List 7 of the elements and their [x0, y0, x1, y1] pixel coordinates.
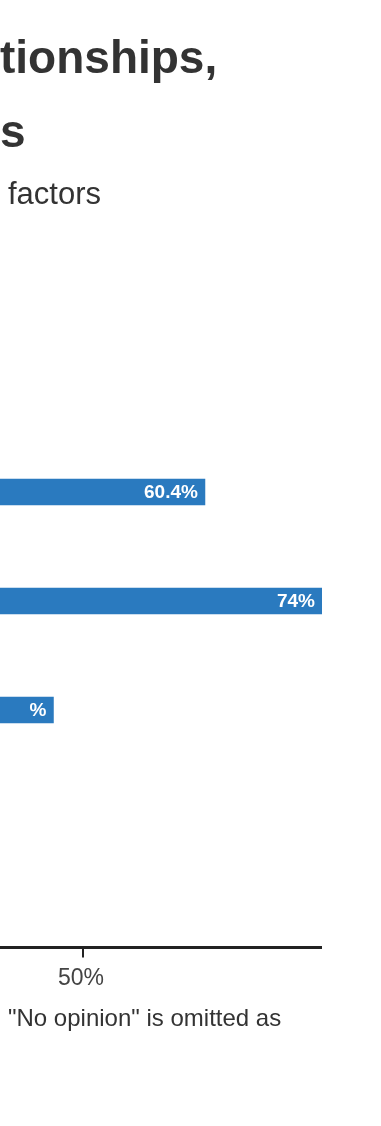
text: "No opinion" is omitted as — [8, 1004, 282, 1032]
data-label: 60.4% — [144, 481, 199, 503]
data-label: 74% — [276, 590, 316, 612]
text: 50% — [58, 964, 105, 991]
data-label: % — [29, 699, 47, 721]
chart-title: tionships, s — [0, 30, 218, 159]
chart-subtitle: factors — [8, 176, 102, 212]
